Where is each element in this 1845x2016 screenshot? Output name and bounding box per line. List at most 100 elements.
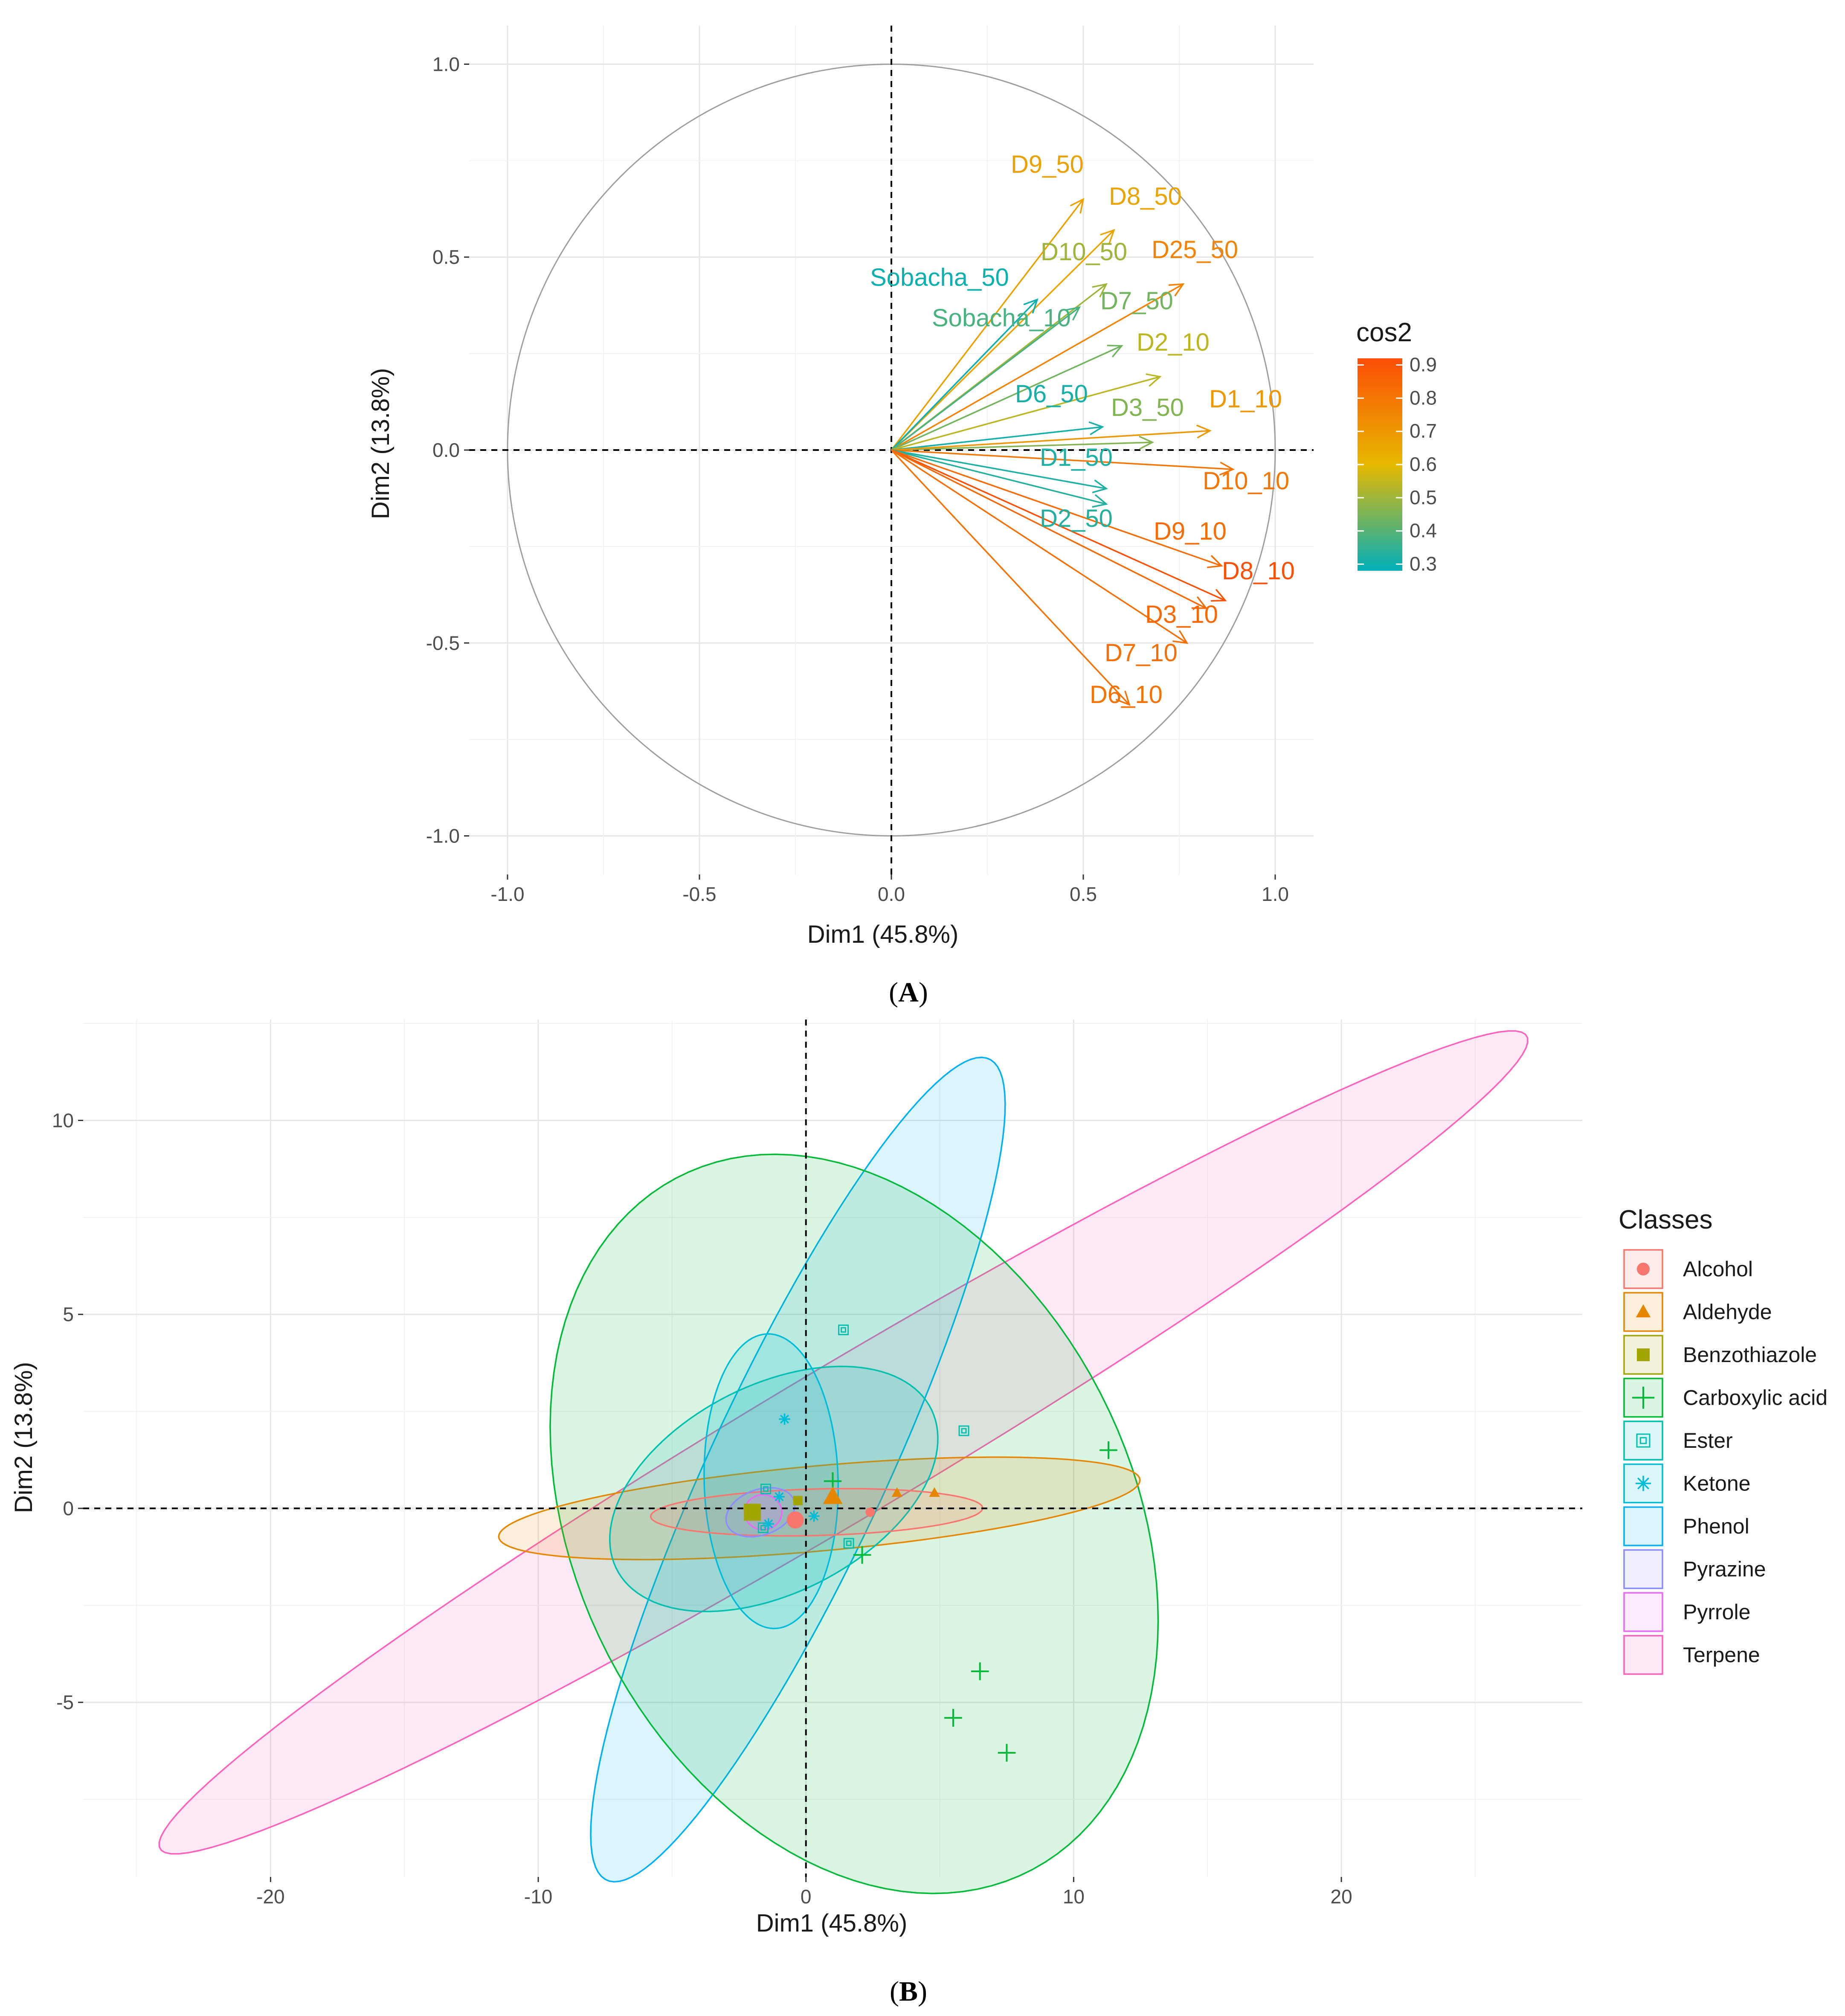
arrow-D3_50 xyxy=(891,442,1153,451)
confidence-ellipses xyxy=(158,1030,1529,1894)
mean-alcohol xyxy=(786,1511,804,1529)
arrow-D9_10 xyxy=(891,449,1222,567)
classes-legend: Classes Alcohol Aldehyde Benzothiazole Carb… xyxy=(1619,1205,1828,1675)
classes-legend-items: Alcohol Aldehyde Benzothiazole Carboxylic a… xyxy=(1623,1249,1828,1675)
y-tick-label-a: -0.5 xyxy=(426,632,460,654)
x-tick-label-b: 10 xyxy=(1063,1885,1085,1908)
point-alcohol xyxy=(865,1508,875,1517)
point-aldehyde xyxy=(929,1487,940,1497)
x-tick-label-b: 20 xyxy=(1331,1885,1352,1908)
label-D1_10: D1_10 xyxy=(1209,385,1282,413)
zero-lines-b xyxy=(83,1020,1582,1877)
point-ester-inner xyxy=(841,1327,847,1333)
arrow-D9_50 xyxy=(891,198,1084,451)
point-ester xyxy=(843,1538,854,1549)
arrow-D8_10 xyxy=(891,449,1226,601)
arrowhead-D3_10 xyxy=(1191,596,1208,609)
legend-key-ketone xyxy=(1623,1463,1663,1504)
point-ester xyxy=(958,1425,969,1436)
variable-labels: D9_50 D8_50 D25_50 D10_50 Sobacha_50 Sobacha_… xyxy=(870,151,1295,709)
x-tick-label-a: -0.5 xyxy=(682,883,716,905)
arrowhead-D8_10 xyxy=(1210,589,1227,602)
point-carboxylic-acid xyxy=(971,1662,989,1680)
arrowhead-D7_10 xyxy=(1172,630,1189,644)
point-ester-inner xyxy=(961,1428,967,1434)
arrow-D1_50 xyxy=(891,449,1107,490)
cos2-legend: cos2 0.9 0.8 0.7 0.6 0.5 0.4 0.3 xyxy=(1356,318,1437,575)
label-D10_10: D10_10 xyxy=(1203,467,1289,495)
y-axis-title-a: Dim2 (13.8%) xyxy=(367,368,395,520)
label-Sobacha_50: Sobacha_50 xyxy=(870,264,1009,291)
y-tick-label-b: 5 xyxy=(63,1303,74,1325)
point-ester-inner xyxy=(846,1540,852,1546)
arrow-D7_50 xyxy=(891,345,1122,451)
legend-key-pyrrole xyxy=(1623,1592,1663,1632)
legend-key-carboxylic-acid xyxy=(1623,1377,1663,1418)
legend-key-benzothiazole xyxy=(1623,1335,1663,1375)
legend-symbol xyxy=(1636,1304,1651,1318)
legend-swatch xyxy=(1623,1592,1663,1632)
legend-label: Phenol xyxy=(1683,1514,1749,1538)
arrow-Sobacha_10 xyxy=(891,306,1080,451)
legend-symbol xyxy=(1632,1386,1654,1409)
x-tick-label-a: 0.5 xyxy=(1070,883,1097,905)
colorbar-tick-label: 0.6 xyxy=(1410,453,1437,475)
label-D8_50: D8_50 xyxy=(1109,183,1182,210)
point-ester-outer xyxy=(760,1483,772,1494)
arrowhead-Sobacha_10 xyxy=(1065,306,1081,321)
label-D6_10: D6_10 xyxy=(1090,681,1163,709)
label-D2_50: D2_50 xyxy=(1040,505,1113,532)
y-tick-label-a: 0.5 xyxy=(432,246,460,268)
individual-points xyxy=(744,1325,1117,1762)
arrow-D8_50 xyxy=(891,229,1115,451)
ellipse-carboxylic-acid xyxy=(549,1153,1159,1894)
legend-symbol-inner xyxy=(1639,1437,1647,1444)
point-ester xyxy=(838,1325,849,1336)
arrowhead-D8_50 xyxy=(1100,229,1115,244)
arrowhead-D7_50 xyxy=(1107,345,1123,357)
legend-key-phenol xyxy=(1623,1506,1663,1546)
x-tick-label-b: -20 xyxy=(256,1885,284,1908)
legend-label: Aldehyde xyxy=(1683,1300,1772,1324)
cos2-legend-title: cos2 xyxy=(1356,318,1412,347)
y-tick-label-a: -1.0 xyxy=(426,825,460,847)
arrow-D1_10 xyxy=(891,430,1210,451)
label-D9_10: D9_10 xyxy=(1154,517,1227,545)
legend-label: Terpene xyxy=(1683,1643,1760,1667)
legend-key-ester xyxy=(1623,1420,1663,1461)
legend-label: Alcohol xyxy=(1683,1257,1753,1281)
tick-labels-a: -1.0 -0.5 0.0 0.5 1.0 -1.0 -0.5 0.0 0.5 1.0 xyxy=(426,53,1289,905)
variable-arrows xyxy=(891,198,1235,706)
plot-background-b xyxy=(83,1020,1582,1877)
point-ketone xyxy=(763,1518,775,1530)
arrow-D2_50 xyxy=(891,449,1107,505)
legend-label: Ketone xyxy=(1683,1472,1750,1496)
legend-key-terpene xyxy=(1623,1635,1663,1675)
arrowhead-D1_10 xyxy=(1196,424,1212,439)
arrowhead-D2_50 xyxy=(1092,494,1108,508)
arrow-D2_10 xyxy=(891,376,1160,451)
point-carboxylic-acid xyxy=(998,1744,1016,1762)
arrowhead-D2_10 xyxy=(1146,373,1162,387)
y-axis-title-b: Dim2 (13.8%) xyxy=(10,1362,38,1513)
label-D10_50: D10_50 xyxy=(1041,238,1127,266)
label-D6_50: D6_50 xyxy=(1015,380,1088,408)
arrowhead-D1_50 xyxy=(1092,479,1108,494)
x-tick-label-b: 0 xyxy=(801,1885,812,1908)
legend-label: Benzothiazole xyxy=(1683,1343,1817,1367)
label-D7_50: D7_50 xyxy=(1100,287,1173,315)
x-tick-label-a: 1.0 xyxy=(1262,883,1289,905)
legend-swatch xyxy=(1623,1635,1663,1675)
arrowhead-D6_50 xyxy=(1088,421,1104,436)
arrowhead-Sobacha_50 xyxy=(1023,298,1039,314)
x-tick-label-a: -1.0 xyxy=(490,883,524,905)
x-axis-title-b: Dim1 (45.8%) xyxy=(756,1909,908,1937)
ellipse-alcohol xyxy=(650,1487,983,1537)
point-carboxylic-acid xyxy=(944,1709,962,1727)
point-aldehyde xyxy=(891,1487,902,1497)
legend-swatch xyxy=(1623,1549,1663,1589)
ellipse-ketone xyxy=(703,1333,839,1630)
arrowhead-D25_50 xyxy=(1168,283,1185,297)
point-ester-outer xyxy=(838,1325,849,1336)
colorbar-tick-label: 0.4 xyxy=(1410,520,1437,542)
